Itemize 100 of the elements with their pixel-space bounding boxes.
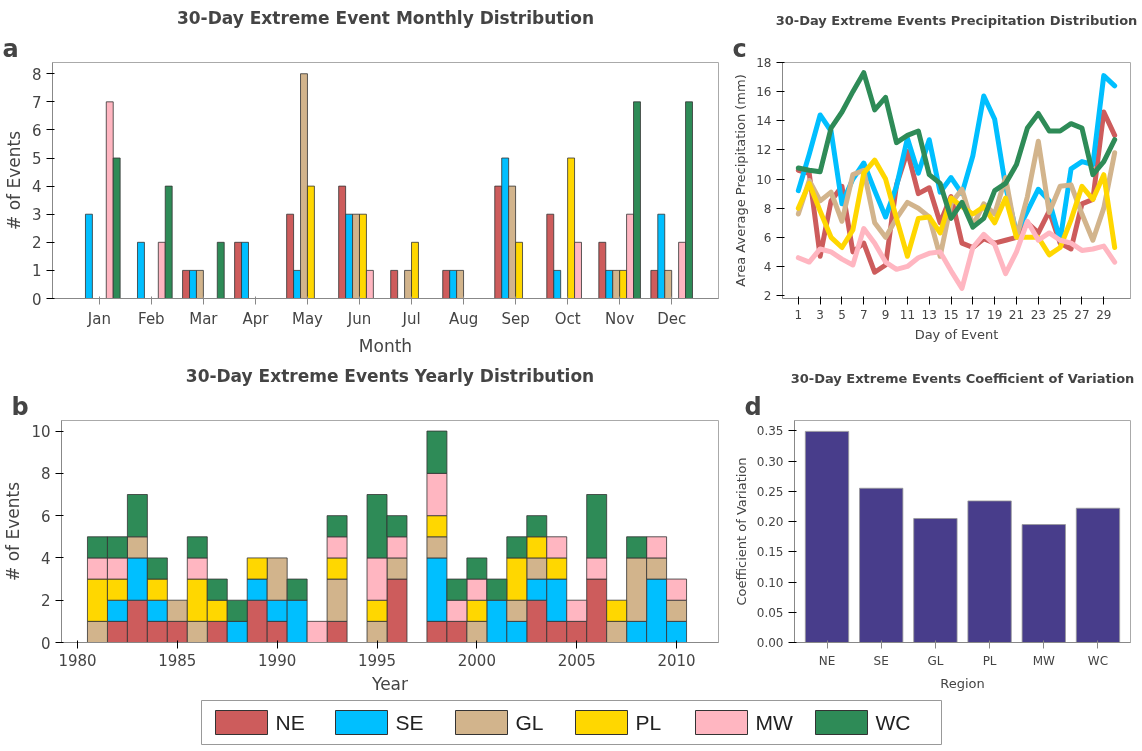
x-tick-label: 23	[1030, 307, 1046, 322]
y-axis-title: Area Average Precipitation (mm)	[733, 74, 749, 287]
y-tick-label: 5	[31, 150, 42, 169]
x-tick-label: Jan	[86, 309, 111, 328]
x-tick-label: GL	[927, 653, 944, 668]
x-tick-label: PL	[982, 653, 997, 668]
x-axis-title: Region	[940, 675, 985, 691]
y-tick-label: 2	[40, 592, 51, 611]
x-tick-label: WC	[1087, 653, 1109, 668]
y-tick-label: 3	[31, 206, 42, 225]
y-tick-label: 4	[40, 549, 51, 568]
chart-title: 30-Day Extreme Events Coefficient of Variation	[790, 370, 1135, 386]
y-tick-label: 16	[756, 85, 772, 100]
x-tick-label: 25	[1052, 307, 1068, 322]
y-tick-label: 0.10	[756, 575, 784, 590]
x-tick-label: 19	[987, 307, 1003, 322]
x-tick-label: 2005	[557, 651, 596, 670]
x-tick-label: Sep	[501, 309, 530, 328]
x-tick-label: 7	[859, 307, 868, 322]
x-tick-label: Mar	[189, 309, 219, 328]
y-tick-label: 1	[31, 262, 42, 281]
x-tick-label: 5	[838, 307, 846, 322]
x-tick-label: 1995	[357, 651, 397, 670]
x-tick-label: Jun	[346, 309, 372, 328]
y-tick-label: 18	[756, 56, 772, 70]
text: d	[744, 392, 762, 421]
x-axis-title: Day of Event	[914, 326, 999, 342]
y-tick-label: 0.25	[756, 484, 784, 499]
x-tick-label: 29	[1096, 307, 1112, 322]
bar	[216, 241, 225, 299]
y-tick-label: 7	[31, 93, 42, 112]
text: b	[11, 392, 29, 421]
y-tick-label: 6	[40, 507, 51, 526]
y-tick-label: 2	[763, 289, 772, 304]
x-tick-label: NE	[818, 653, 836, 668]
bar	[913, 517, 958, 643]
y-tick-label: 8	[40, 465, 51, 484]
bar	[84, 213, 93, 299]
chart-title: 30-Day Extreme Events Precipitation Distribution	[775, 12, 1138, 28]
y-tick-label: 0.05	[756, 605, 784, 620]
y-tick-label: 10	[31, 423, 51, 442]
x-tick-label: Aug	[448, 309, 479, 328]
legend-label: PL	[635, 711, 662, 734]
y-tick-label: 14	[756, 114, 772, 129]
x-tick-label: May	[291, 309, 324, 328]
bar	[804, 430, 850, 643]
x-tick-label: 21	[1008, 307, 1025, 322]
y-tick-label: 10	[756, 172, 772, 187]
x-axis-title: Year	[371, 673, 409, 694]
y-tick-label: 0.15	[756, 545, 784, 560]
legend-label: NE	[275, 711, 305, 734]
y-tick-label: 0	[31, 290, 42, 309]
y-tick-label: 8	[763, 201, 772, 216]
x-tick-label: Jul	[401, 309, 421, 328]
y-tick-label: 8	[31, 65, 42, 84]
y-axis-title: Coefficient of Variation	[733, 457, 749, 606]
x-tick-label: SE	[873, 653, 889, 668]
x-tick-label: 17	[965, 307, 981, 322]
y-tick-label: 0.35	[756, 424, 784, 439]
x-tick-label: 1980	[58, 651, 97, 670]
x-tick-label: Feb	[138, 309, 165, 328]
text: a	[2, 34, 19, 63]
bar	[136, 241, 145, 299]
legend-label: MW	[755, 711, 793, 734]
bar	[390, 269, 399, 299]
x-axis-title: Month	[358, 335, 413, 356]
y-axis-title: # of Events	[3, 481, 24, 581]
legend-label: SE	[395, 711, 424, 734]
x-tick-label: 13	[921, 307, 937, 322]
y-tick-label: 2	[31, 234, 42, 253]
y-axis-title: # of Events	[3, 130, 24, 230]
legend-label: WC	[875, 711, 911, 734]
x-tick-label: Nov	[605, 309, 635, 328]
legend-label: GL	[515, 711, 544, 734]
x-tick-label: MW	[1032, 653, 1056, 668]
y-tick-label: 0.00	[756, 636, 784, 650]
x-tick-label: Apr	[242, 309, 270, 328]
x-tick-label: 27	[1074, 307, 1090, 322]
x-tick-label: 3	[816, 307, 824, 322]
bar	[967, 500, 1012, 643]
y-tick-label: 0	[40, 634, 51, 653]
bar	[859, 487, 904, 643]
y-tick-label: 0.20	[756, 515, 784, 530]
x-tick-label: Dec	[657, 309, 687, 328]
y-tick-label: 4	[31, 178, 42, 197]
chart-title: 30-Day Extreme Event Monthly Distribution	[176, 7, 595, 28]
chart-title: 30-Day Extreme Events Yearly Distribution	[185, 365, 595, 386]
y-tick-label: 0.30	[756, 454, 784, 469]
x-tick-label: Oct	[554, 309, 581, 328]
x-tick-label: 2000	[457, 651, 496, 670]
x-tick-label: 9	[881, 307, 890, 322]
text: c	[732, 34, 747, 63]
bar	[1075, 507, 1121, 643]
y-tick-label: 12	[756, 143, 772, 158]
y-tick-label: 4	[763, 259, 772, 274]
x-tick-label: 11	[899, 307, 916, 322]
x-tick-label: 2010	[657, 651, 696, 670]
y-tick-label: 6	[763, 230, 772, 245]
x-tick-label: 1985	[158, 651, 197, 670]
x-tick-label: 15	[943, 307, 959, 322]
